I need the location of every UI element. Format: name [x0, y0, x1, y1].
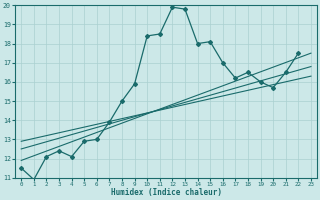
X-axis label: Humidex (Indice chaleur): Humidex (Indice chaleur) — [111, 188, 221, 197]
